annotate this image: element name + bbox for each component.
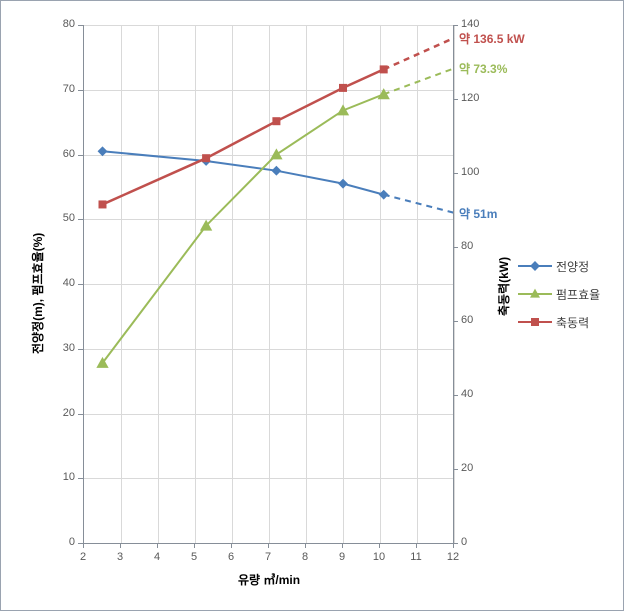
x-tick-label: 4 (154, 551, 160, 563)
y-left-tick-label: 50 (45, 213, 75, 224)
series-dash-power (384, 38, 454, 69)
y-left-tick-label: 60 (45, 149, 75, 160)
y-right-tick-label: 80 (461, 241, 491, 252)
y-right-tick-label: 40 (461, 389, 491, 400)
grid-v (121, 25, 122, 543)
y-left-tick-label: 40 (45, 278, 75, 289)
legend-swatch-eff (518, 287, 552, 301)
y-right-axis-line (453, 25, 454, 543)
x-tick-label: 9 (339, 551, 345, 563)
tick-y-left (78, 25, 83, 26)
x-tick-label: 7 (265, 551, 271, 563)
tick-y-left (78, 219, 83, 220)
legend-item-eff: 펌프효율 (518, 287, 600, 301)
grid-v (343, 25, 344, 543)
tick-x (83, 543, 84, 548)
y-right-tick-label: 100 (461, 167, 491, 178)
grid-v (195, 25, 196, 543)
grid-v (232, 25, 233, 543)
annotation-head: 약 51m (459, 205, 497, 222)
tick-y-left (78, 478, 83, 479)
tick-y-left (78, 155, 83, 156)
legend-marker-icon (530, 289, 540, 298)
x-tick-label: 3 (117, 551, 123, 563)
tick-x (268, 543, 269, 548)
series-marker-head (201, 156, 211, 166)
series-dash-head (384, 195, 454, 213)
y-left-tick-label: 80 (45, 19, 75, 30)
y-left-tick-label: 0 (45, 537, 75, 548)
y-left-tick-label: 10 (45, 472, 75, 483)
series-line-head (103, 151, 384, 194)
series-marker-eff (200, 220, 212, 231)
x-axis-title: 유량 ㎥/min (238, 571, 300, 588)
annotation-power: 약 136.5 kW (459, 30, 525, 47)
tick-x (157, 543, 158, 548)
annotation-eff: 약 73.3% (459, 60, 507, 77)
legend: 전양정펌프효율축동력 (518, 259, 600, 343)
legend-swatch-power (518, 315, 552, 329)
series-marker-head (271, 166, 281, 176)
y-left-tick-label: 70 (45, 84, 75, 95)
series-marker-power (99, 200, 107, 208)
tick-x (453, 543, 454, 548)
tick-y-left (78, 349, 83, 350)
tick-x (120, 543, 121, 548)
legend-marker-icon (531, 318, 539, 326)
grid-v (158, 25, 159, 543)
tick-x (416, 543, 417, 548)
legend-item-head: 전양정 (518, 259, 600, 273)
x-tick-label: 2 (80, 551, 86, 563)
x-tick-label: 8 (302, 551, 308, 563)
tick-x (194, 543, 195, 548)
y-right-tick-label: 140 (461, 19, 491, 30)
x-tick-label: 10 (373, 551, 385, 563)
series-marker-eff (96, 357, 108, 368)
legend-label: 축동력 (556, 314, 589, 331)
series-line-eff (103, 94, 384, 363)
plot-area (83, 25, 454, 544)
tick-x (379, 543, 380, 548)
x-tick-label: 12 (447, 551, 459, 563)
y-right-axis-title: 축동력(kW) (495, 257, 512, 316)
tick-x (342, 543, 343, 548)
grid-v (380, 25, 381, 543)
x-tick-label: 11 (410, 551, 421, 563)
chart-panel: 전양정(m), 펌프효율(%) 축동력(kW) 유량 ㎥/min 전양정펌프효율… (0, 0, 624, 611)
y-left-tick-label: 20 (45, 408, 75, 419)
y-left-tick-label: 30 (45, 343, 75, 354)
x-tick-label: 6 (228, 551, 234, 563)
x-tick-label: 5 (191, 551, 197, 563)
legend-label: 펌프효율 (556, 286, 600, 303)
y-right-tick-label: 120 (461, 93, 491, 104)
tick-y-left (78, 414, 83, 415)
grid-v (454, 25, 455, 543)
legend-label: 전양정 (556, 258, 589, 275)
grid-v (269, 25, 270, 543)
tick-x (305, 543, 306, 548)
tick-y-left (78, 284, 83, 285)
y-right-tick-label: 20 (461, 463, 491, 474)
series-marker-power (272, 117, 280, 125)
grid-v (306, 25, 307, 543)
y-left-axis-title: 전양정(m), 펌프효율(%) (29, 233, 46, 354)
grid-v (417, 25, 418, 543)
tick-y-left (78, 90, 83, 91)
legend-swatch-head (518, 259, 552, 273)
y-right-tick-label: 60 (461, 315, 491, 326)
y-right-tick-label: 0 (461, 537, 491, 548)
tick-x (231, 543, 232, 548)
legend-item-power: 축동력 (518, 315, 600, 329)
legend-marker-icon (530, 261, 540, 271)
